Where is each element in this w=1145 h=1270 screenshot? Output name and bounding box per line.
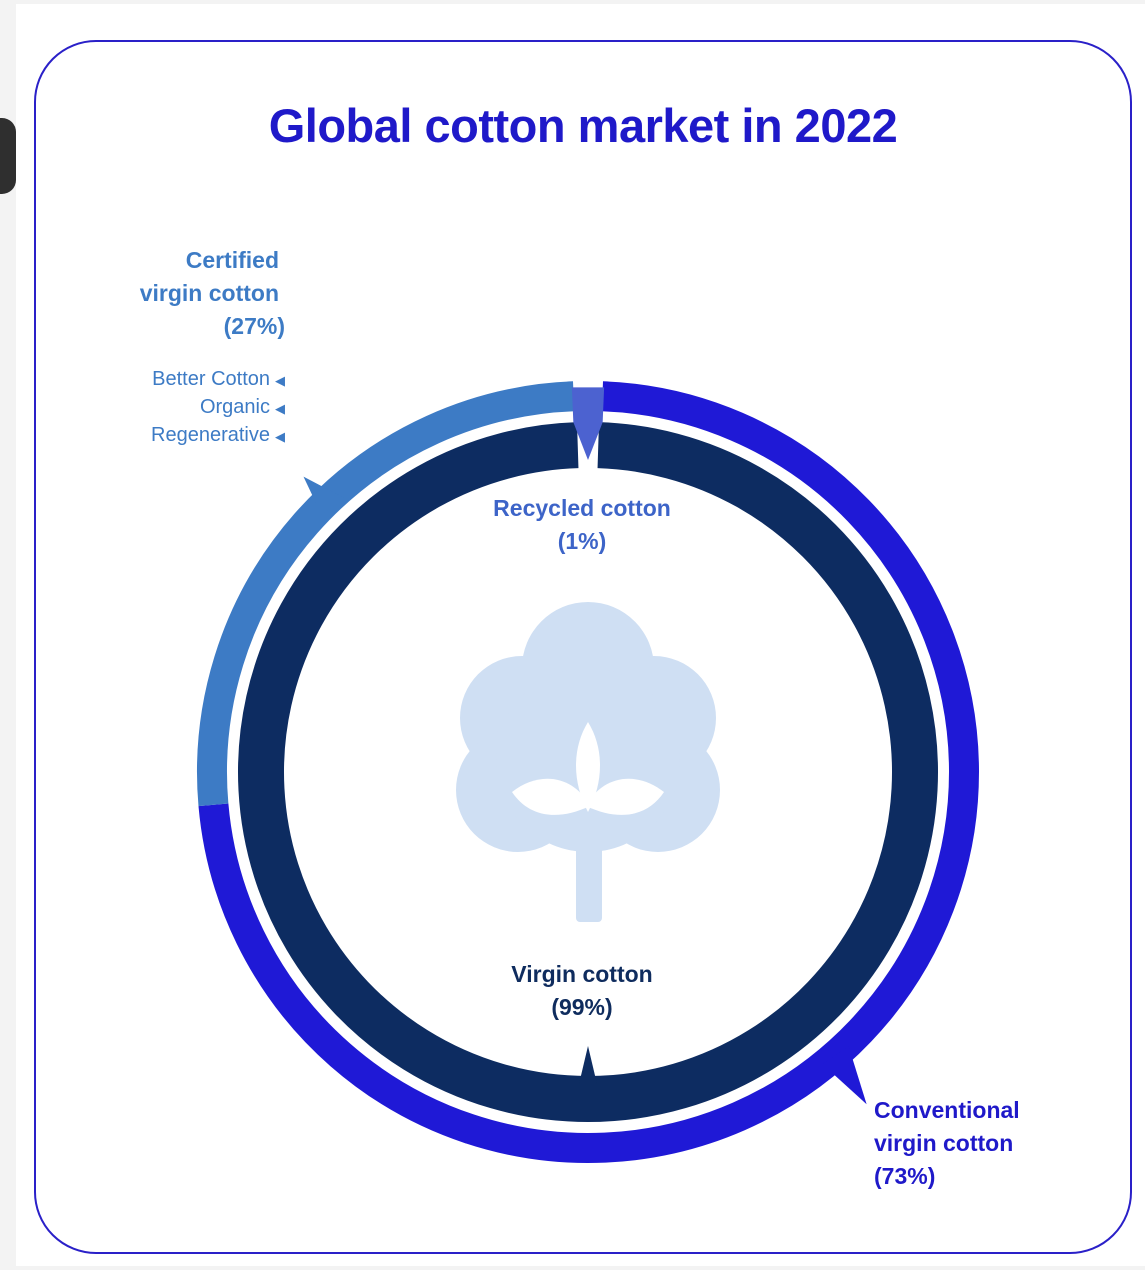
recycled-label: Recycled cotton (1%): [440, 492, 724, 558]
subcategory-organic: Organic ◀: [65, 394, 285, 422]
outer-slice-conventional-virgin-cotton: [198, 381, 979, 1163]
pointers: [303, 476, 867, 1105]
outer-ring: [197, 381, 979, 1163]
virgin-pointer: [579, 1046, 597, 1084]
inner-slice-recycled-cotton: [571, 387, 605, 460]
conventional-label-line1: Conventional: [874, 1097, 1020, 1123]
certified-label-line2: virgin cotton: [139, 280, 279, 306]
conventional-label-line2: virgin cotton: [874, 1130, 1014, 1156]
triangle-left-icon: ◀: [275, 429, 285, 444]
side-tab: [0, 118, 16, 194]
certified-label-line1: Certified: [185, 247, 279, 273]
inner-ring: [231, 387, 945, 1129]
recycled-label-line1: Recycled cotton: [493, 495, 671, 521]
conventional-pointer: [822, 1046, 867, 1105]
virgin-label-line1: Virgin cotton: [511, 961, 653, 987]
chart-title: Global cotton market in 2022: [268, 99, 898, 152]
inner-slice-virgin-cotton: [238, 422, 938, 1122]
virgin-label: Virgin cotton (99%): [452, 958, 712, 1024]
subcategory-better-cotton: Better Cotton ◀: [65, 366, 285, 394]
subcategory-regenerative: Regenerative ◀: [65, 422, 285, 450]
certified-label: Certified virgin cotton (27%): [19, 244, 285, 343]
recycled-label-pct: (1%): [557, 528, 607, 554]
triangle-left-icon: ◀: [275, 373, 285, 388]
certified-subcategories: Better Cotton ◀ Organic ◀ Regenerative ◀: [65, 366, 285, 450]
certified-pointer: [303, 476, 346, 515]
conventional-label-pct: (73%): [874, 1163, 936, 1189]
triangle-left-icon: ◀: [275, 401, 285, 416]
subcategory-label: Better Cotton: [152, 368, 270, 390]
virgin-label-pct: (99%): [551, 994, 613, 1020]
subcategory-label: Organic: [199, 396, 270, 418]
certified-label-pct: (27%): [223, 313, 285, 339]
outer-slice-certified-virgin-cotton: [197, 381, 575, 807]
conventional-label: Conventional virgin cotton (73%): [874, 1094, 1114, 1193]
subcategory-label: Regenerative: [151, 424, 270, 446]
chart-frame: [34, 40, 1132, 1254]
cotton-plant-icon: [456, 602, 720, 922]
